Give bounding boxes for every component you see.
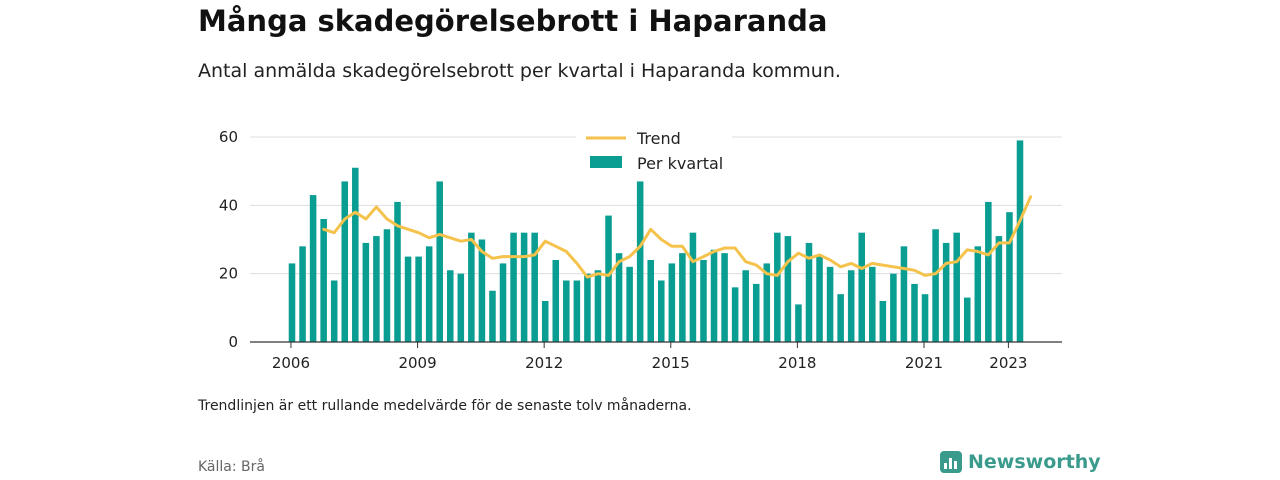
legend-trend-label: Trend (636, 129, 681, 148)
bar (520, 232, 528, 342)
source-label: Källa: Brå (198, 459, 265, 475)
bar (816, 256, 823, 342)
bar (468, 232, 475, 342)
bar (668, 263, 676, 342)
x-tick-label: 2023 (989, 354, 1027, 372)
bar (394, 201, 401, 342)
bar (974, 246, 982, 342)
bar (911, 283, 918, 342)
legend-bar-swatch (590, 156, 622, 168)
bar (985, 201, 992, 342)
x-tick-label: 2006 (272, 354, 310, 372)
bar (457, 273, 465, 342)
bar (879, 301, 887, 342)
bar (594, 270, 602, 342)
bar (763, 263, 771, 342)
bar (436, 181, 443, 342)
bar (478, 239, 486, 342)
bar (731, 287, 739, 342)
bar (774, 232, 781, 342)
bar (636, 181, 644, 342)
bar (552, 260, 560, 342)
bar (869, 266, 876, 342)
chart-subtitle: Antal anmälda skadegörelsebrott per kvar… (198, 60, 841, 82)
bar (446, 270, 454, 342)
bar (752, 283, 760, 342)
brand-name: Newsworthy (968, 451, 1101, 473)
bar (373, 236, 380, 342)
legend-background (576, 124, 732, 180)
bar (288, 263, 296, 342)
x-tick-label: 2015 (652, 354, 690, 372)
x-tick-label: 2018 (778, 354, 816, 372)
bar (352, 167, 359, 342)
trend-footnote: Trendlinjen är ett rullande medelvärde f… (198, 398, 692, 414)
y-tick-label: 0 (228, 333, 238, 351)
bar (942, 242, 950, 342)
bar (425, 246, 433, 342)
bar (953, 232, 960, 342)
bar-line-chart: 0 20 40 60 2006 2009 2012 2015 2018 2021 2023 Trend… (218, 124, 1062, 372)
bar (689, 232, 697, 342)
legend-bar-label: Per kvartal (637, 154, 723, 173)
bar (626, 266, 633, 342)
newsworthy-logo-icon (940, 451, 962, 473)
x-tick-label: 2009 (398, 354, 436, 372)
bar (995, 236, 1003, 342)
bar (330, 280, 338, 342)
bar (541, 301, 549, 342)
bar (805, 242, 813, 342)
bar (584, 273, 591, 342)
y-tick-label: 20 (219, 265, 238, 283)
bar (499, 263, 507, 342)
bar (299, 246, 306, 342)
x-tick-label: 2012 (525, 354, 563, 372)
bar (784, 236, 792, 342)
bar (615, 253, 623, 342)
bar (404, 256, 412, 342)
bar (341, 181, 349, 342)
brand-logo[interactable]: Newsworthy (940, 451, 1101, 473)
bar (700, 260, 707, 342)
bar (489, 290, 496, 342)
bar (563, 280, 570, 342)
bar (721, 253, 728, 342)
bar (710, 249, 718, 342)
bar (320, 219, 327, 342)
bar (847, 270, 855, 342)
bar (1006, 212, 1013, 342)
bar (826, 266, 834, 342)
bar (932, 229, 939, 342)
bar (963, 297, 971, 342)
bar (415, 256, 422, 342)
bar (383, 229, 391, 342)
bar (921, 294, 929, 342)
bar (309, 195, 317, 342)
bar (658, 280, 665, 342)
bar (858, 232, 866, 342)
bar (900, 246, 908, 342)
bar (573, 280, 581, 342)
bar (679, 253, 686, 342)
x-tick-label: 2021 (905, 354, 943, 372)
bar (795, 304, 802, 342)
bar (362, 242, 370, 342)
bar (742, 270, 749, 342)
chart-title: Många skadegörelsebrott i Haparanda (198, 4, 828, 38)
trend-line (322, 195, 1033, 279)
y-tick-label: 60 (219, 128, 238, 146)
bar (531, 232, 538, 342)
y-tick-label: 40 (219, 196, 238, 214)
bar (890, 273, 897, 342)
bar (605, 215, 612, 342)
bar (510, 232, 517, 342)
bar (837, 294, 844, 342)
bar (647, 260, 654, 342)
bar (1016, 140, 1024, 342)
